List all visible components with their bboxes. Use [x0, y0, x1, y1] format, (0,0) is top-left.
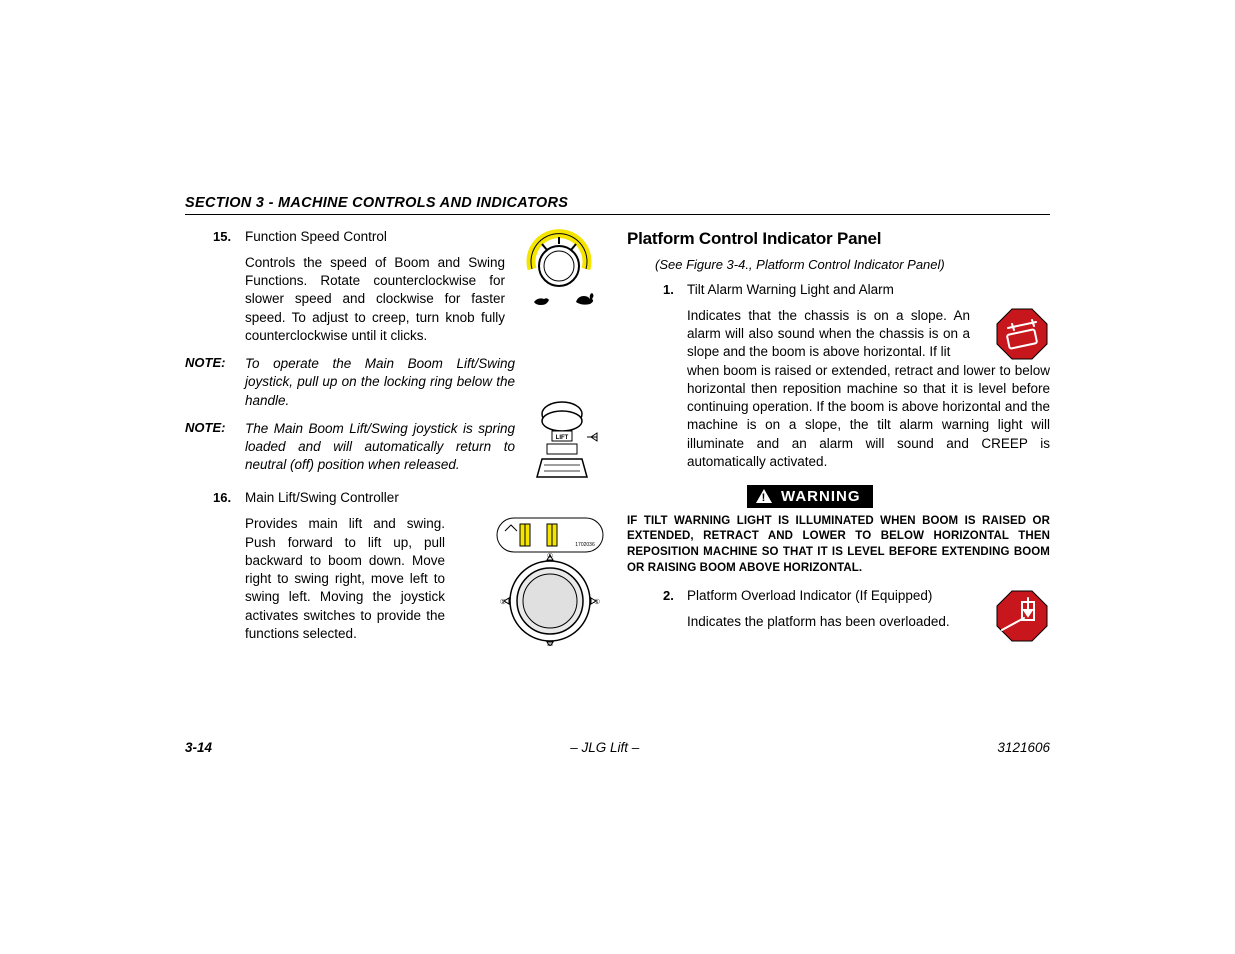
page-footer: 3-14 – JLG Lift – 3121606 [185, 740, 1050, 755]
item-body-rest: when boom is raised or extended, retract… [687, 362, 1050, 471]
right-item-2: 2. Platform Overload Indicator (If Equip… [627, 588, 1050, 631]
panel-heading: Platform Control Indicator Panel [627, 229, 1050, 249]
svg-text:!: ! [762, 492, 767, 504]
item-title: Main Lift/Swing Controller [245, 490, 595, 505]
page-number: 3-14 [185, 740, 212, 755]
tilt-alarm-icon [994, 306, 1050, 367]
svg-text:LIFT: LIFT [556, 435, 569, 441]
item-title: Tilt Alarm Warning Light and Alarm [687, 282, 1050, 297]
item-number: 1. [663, 282, 674, 297]
right-column: Platform Control Indicator Panel (See Fi… [627, 229, 1050, 653]
see-figure-note: (See Figure 3-4., Platform Control Indic… [655, 257, 1050, 272]
warning-label-box: ! WARNING [747, 485, 873, 508]
joystick-figure-1: LIFT [532, 399, 600, 489]
right-item-1: 1. Tilt Alarm Warning Light and Alarm In… [627, 282, 1050, 471]
joystick-figure-2: 1702036 ① ① ① ① [485, 516, 615, 646]
footer-center: – JLG Lift – [570, 740, 639, 755]
svg-text:①: ① [594, 598, 600, 606]
warning-triangle-icon: ! [755, 488, 773, 504]
section-header: SECTION 3 - MACHINE CONTROLS AND INDICAT… [185, 195, 1050, 215]
item-number: 16. [213, 490, 231, 505]
svg-text:1702036: 1702036 [575, 542, 595, 548]
warning-body: IF TILT WARNING LIGHT IS ILLUMINATED WHE… [627, 514, 1050, 576]
note-label: NOTE: [185, 355, 225, 370]
svg-text:①: ① [547, 642, 553, 646]
item-number: 15. [213, 229, 231, 244]
overload-indicator-icon [994, 588, 1050, 649]
note-label: NOTE: [185, 420, 225, 435]
page-content: SECTION 3 - MACHINE CONTROLS AND INDICAT… [185, 195, 1050, 653]
warning-label-text: WARNING [781, 488, 861, 505]
item-number: 2. [663, 588, 674, 603]
svg-text:①: ① [547, 552, 553, 560]
speed-knob-figure [518, 224, 600, 314]
left-column: 15. Function Speed Control Controls the … [185, 229, 595, 653]
svg-text:①: ① [500, 598, 506, 606]
doc-number: 3121606 [997, 740, 1050, 755]
columns: 15. Function Speed Control Controls the … [185, 229, 1050, 653]
